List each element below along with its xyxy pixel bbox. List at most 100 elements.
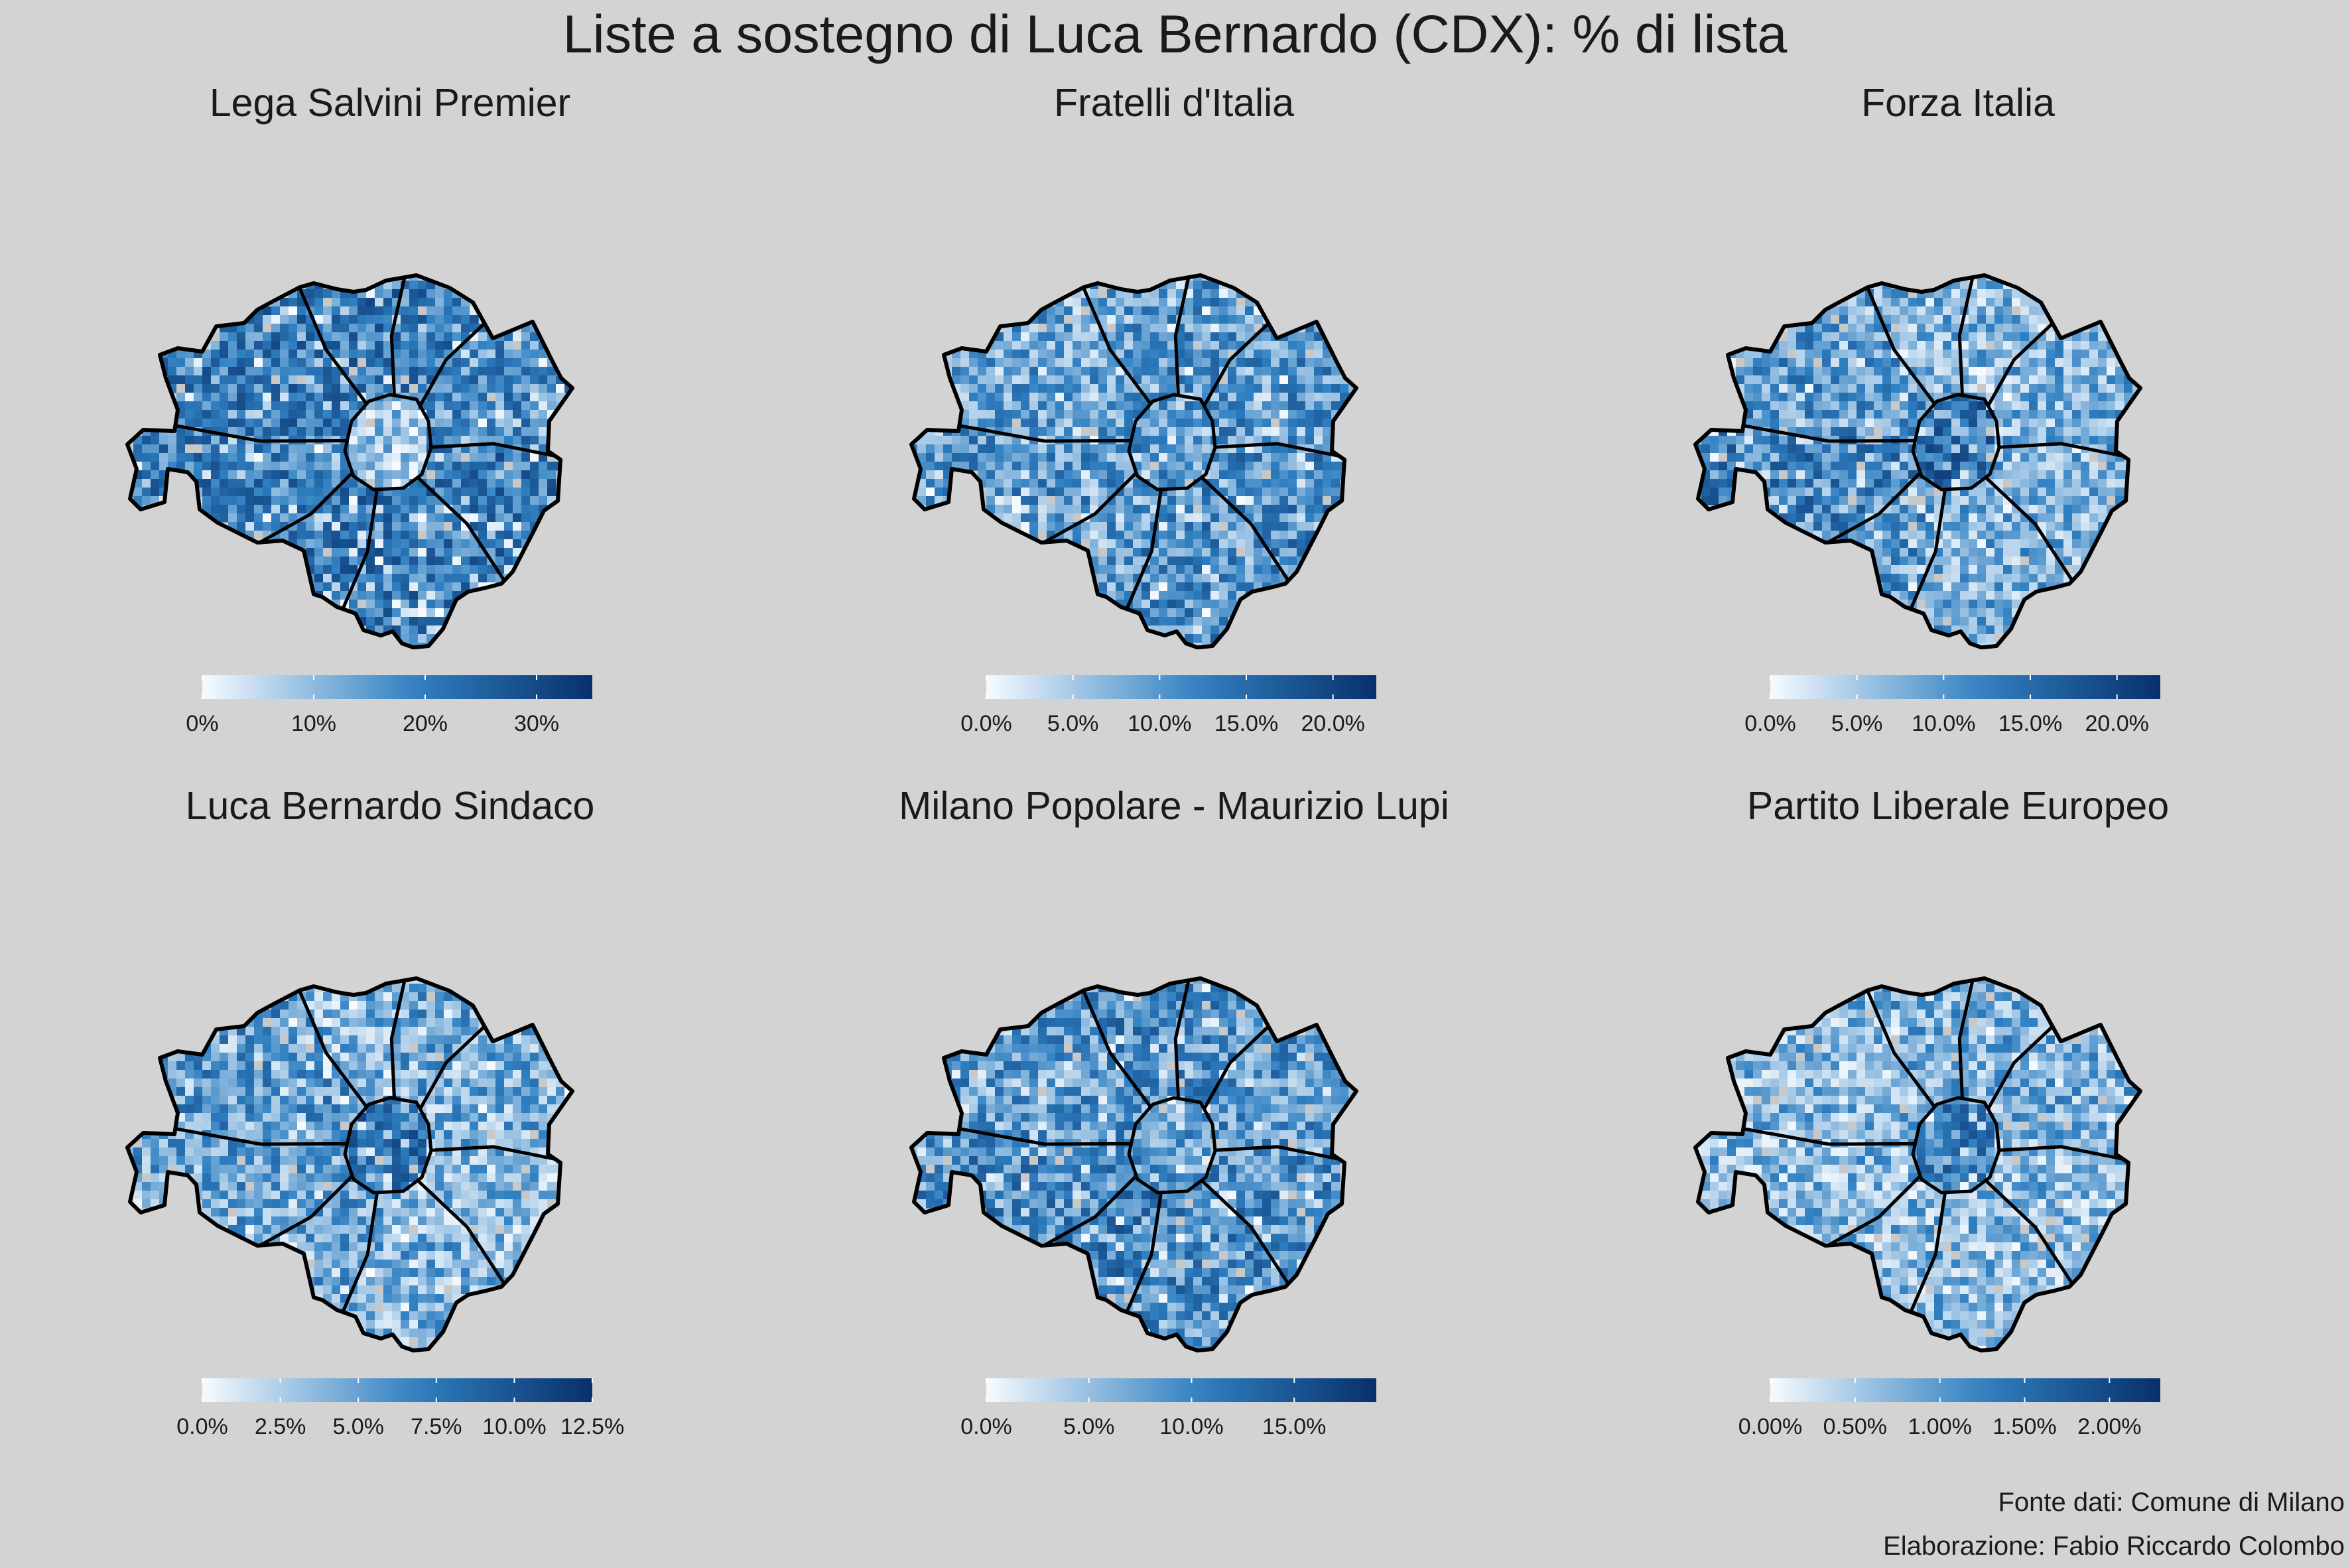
section-cell	[340, 522, 350, 531]
section-cell	[1150, 556, 1159, 566]
section-cell	[1753, 462, 1762, 471]
section-cell	[1831, 350, 1840, 359]
section-cell	[1297, 401, 1306, 411]
section-cell	[418, 600, 427, 609]
section-cell	[349, 350, 358, 359]
section-cell	[1124, 341, 1134, 350]
section-cell	[1185, 496, 1194, 505]
section-cell	[1176, 462, 1185, 471]
section-cell	[314, 444, 324, 454]
section-cell	[1986, 350, 1995, 359]
section-cell	[1038, 427, 1047, 436]
section-cell	[1323, 393, 1332, 402]
section-cell	[1934, 556, 1943, 566]
section-cell	[366, 315, 375, 324]
section-cell	[1116, 332, 1125, 342]
section-cell	[2115, 479, 2133, 488]
section-cell	[1831, 453, 1840, 462]
section-cell	[1038, 324, 1047, 333]
section-cell	[1012, 479, 1021, 488]
section-cell	[1994, 367, 2004, 376]
section-cell	[245, 358, 255, 367]
section-cell	[487, 1113, 496, 1122]
section-cell	[969, 384, 978, 393]
section-cell	[1142, 496, 1151, 505]
section-cell	[1047, 410, 1056, 419]
section-cell	[254, 1122, 263, 1131]
section-cell	[435, 1122, 444, 1131]
section-cell	[504, 1070, 513, 1079]
section-cell	[375, 617, 384, 626]
section-cell	[1159, 401, 1168, 411]
section-cell	[1107, 513, 1116, 523]
section-cell	[1262, 505, 1272, 514]
section-cell	[1081, 522, 1090, 531]
section-cell	[349, 522, 358, 531]
section-cell	[2038, 462, 2047, 471]
section-cell	[495, 401, 505, 411]
section-cell	[349, 1010, 358, 1019]
section-cell	[1142, 453, 1151, 462]
section-cell	[1047, 315, 1056, 324]
section-cell	[1805, 419, 1814, 428]
section-cell	[1073, 419, 1082, 428]
section-cell	[211, 384, 220, 393]
section-cell	[1210, 522, 1220, 531]
section-cell	[176, 375, 186, 385]
section-cell	[366, 1070, 375, 1079]
section-cell	[2063, 539, 2073, 549]
section-cell	[358, 1078, 367, 1088]
section-cell	[1176, 556, 1185, 566]
section-cell	[1297, 341, 1306, 350]
section-cell	[332, 1113, 341, 1122]
section-cell	[392, 522, 401, 531]
section-cell	[1210, 324, 1220, 333]
section-cell	[1116, 539, 1125, 549]
section-cell	[1891, 539, 1900, 549]
section-cell	[375, 513, 384, 523]
colorbar-tick-label: 15.0%	[1214, 711, 1278, 737]
section-cell	[2098, 436, 2107, 445]
section-cell	[1305, 479, 1315, 488]
section-cell	[1064, 375, 1073, 385]
section-cell	[521, 470, 531, 480]
section-cell	[444, 298, 453, 307]
section-cell	[1891, 419, 1900, 428]
section-cell	[280, 1053, 289, 1062]
section-cell	[521, 401, 531, 411]
section-cell	[366, 341, 375, 350]
section-cell	[1831, 444, 1840, 454]
section-cell	[151, 444, 160, 454]
section-cell	[2063, 505, 2073, 514]
colorbar-tick-label: 0.0%	[1744, 711, 1796, 737]
section-cell	[513, 462, 522, 471]
section-cell	[978, 384, 987, 393]
section-cell	[366, 427, 375, 436]
section-cell	[470, 315, 479, 324]
section-cell	[228, 444, 237, 454]
section-cell	[289, 479, 298, 488]
section-cell	[1254, 496, 1263, 505]
section-cell	[1107, 479, 1116, 488]
section-cell	[1960, 462, 1969, 471]
section-cell	[263, 453, 272, 462]
section-cell	[280, 1070, 289, 1079]
section-cell	[986, 444, 996, 454]
section-cell	[1848, 315, 1857, 324]
section-cell	[1004, 470, 1013, 480]
section-cell	[375, 1087, 384, 1096]
section-cell	[194, 1061, 203, 1071]
colorbar	[1573, 670, 2343, 710]
section-cell	[444, 574, 453, 583]
section-cell	[409, 306, 419, 316]
section-cell	[1116, 462, 1125, 471]
section-cell	[1882, 427, 1892, 436]
section-cell	[1133, 393, 1142, 402]
section-cell	[349, 436, 358, 445]
section-cell	[228, 341, 237, 350]
section-cell	[1193, 608, 1203, 618]
section-cell	[289, 419, 298, 428]
section-cell	[202, 1070, 212, 1079]
section-cell	[1279, 401, 1289, 411]
section-cell	[1753, 444, 1762, 454]
